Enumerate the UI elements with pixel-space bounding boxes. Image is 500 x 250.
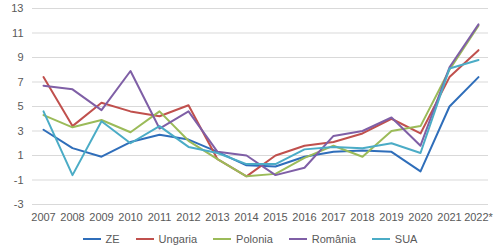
html-text:Polonia: Polonia — [236, 233, 273, 245]
svg-text:2014: 2014 — [234, 211, 258, 223]
svg-text:2021: 2021 — [437, 211, 461, 223]
html-text:SUA: SUA — [394, 233, 418, 245]
svg-text:1: 1 — [17, 149, 23, 161]
svg-text:7: 7 — [17, 76, 23, 88]
html-text:ZE: ZE — [105, 233, 120, 245]
svg-text:2018: 2018 — [350, 211, 374, 223]
svg-text:13: 13 — [11, 2, 23, 14]
svg-text:11: 11 — [12, 27, 23, 39]
svg-text:2022*: 2022* — [464, 211, 493, 223]
svg-text:2015: 2015 — [263, 211, 287, 223]
svg-text:2007: 2007 — [31, 211, 55, 223]
svg-text:2019: 2019 — [379, 211, 403, 223]
html-text:Ungaria: Ungaria — [158, 233, 198, 245]
svg-text:2008: 2008 — [60, 211, 84, 223]
svg-text:9: 9 — [17, 51, 23, 63]
svg-text:2009: 2009 — [89, 211, 113, 223]
svg-text:3: 3 — [17, 125, 23, 137]
svg-text:-1: -1 — [14, 174, 24, 186]
svg-text:2011: 2011 — [148, 211, 172, 223]
svg-text:2012: 2012 — [176, 211, 200, 223]
svg-text:2017: 2017 — [321, 211, 345, 223]
svg-text:2020: 2020 — [408, 211, 432, 223]
html-text:România: România — [311, 233, 356, 245]
svg-text:5: 5 — [17, 100, 23, 112]
svg-text:2016: 2016 — [292, 211, 316, 223]
svg-text:2013: 2013 — [205, 211, 229, 223]
svg-text:2010: 2010 — [118, 211, 142, 223]
svg-text:-3: -3 — [14, 198, 24, 210]
